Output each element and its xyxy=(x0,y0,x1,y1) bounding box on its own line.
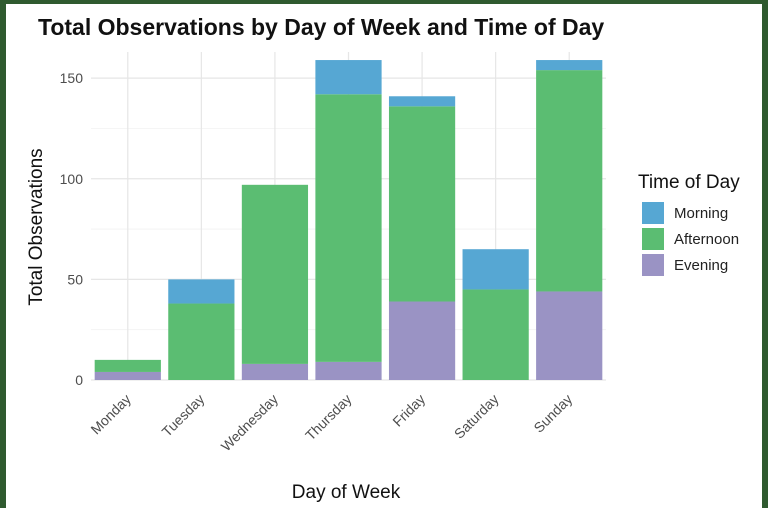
legend-swatch-afternoon xyxy=(642,228,664,250)
bar-friday-afternoon xyxy=(388,106,456,302)
bar-monday-afternoon xyxy=(94,359,161,372)
x-axis-title: Day of Week xyxy=(292,482,401,503)
x-tick-label-tuesday: Tuesday xyxy=(159,391,208,440)
y-tick-label: 100 xyxy=(60,171,84,187)
y-tick-label: 150 xyxy=(60,70,84,86)
bar-saturday-morning xyxy=(462,249,529,290)
y-tick-label: 0 xyxy=(75,372,83,388)
bar-monday-evening xyxy=(94,371,161,380)
legend-swatch-evening xyxy=(642,254,664,276)
x-tick-labels: Monday Tuesday Wednesday Thursday Friday Satu… xyxy=(87,391,575,454)
legend: Morning Afternoon Evening xyxy=(642,202,739,276)
bar-friday-evening xyxy=(388,301,456,380)
bar-tuesday-afternoon xyxy=(168,303,235,380)
x-tick-label-sunday: Sunday xyxy=(530,391,575,436)
bar-sunday-evening xyxy=(536,291,603,380)
x-tick-label-saturday: Saturday xyxy=(451,391,502,442)
stacked-bar-chart: Total Observations by Day of Week and Ti… xyxy=(26,14,740,503)
bar-thursday-evening xyxy=(315,361,382,380)
bars xyxy=(94,60,603,380)
bar-wednesday-afternoon xyxy=(241,184,309,364)
legend-title: Time of Day xyxy=(638,172,740,193)
chart-frame: Total Observations by Day of Week and Ti… xyxy=(6,4,762,508)
bar-thursday-morning xyxy=(315,60,382,95)
y-axis-title: Total Observations xyxy=(26,148,47,305)
bar-tuesday-morning xyxy=(168,279,235,304)
bar-saturday-afternoon xyxy=(462,289,529,380)
x-tick-label-thursday: Thursday xyxy=(302,391,355,444)
chart-title: Total Observations by Day of Week and Ti… xyxy=(38,14,604,40)
bar-sunday-afternoon xyxy=(536,70,603,292)
y-tick-label: 50 xyxy=(67,271,83,287)
bar-friday-morning xyxy=(388,96,456,107)
x-tick-label-monday: Monday xyxy=(87,391,134,438)
legend-label-evening: Evening xyxy=(674,257,728,274)
bar-sunday-morning xyxy=(536,60,603,71)
legend-label-morning: Morning xyxy=(674,205,728,222)
y-tick-labels: 0 50 100 150 xyxy=(60,70,84,388)
x-tick-label-wednesday: Wednesday xyxy=(218,391,281,454)
bar-wednesday-evening xyxy=(241,363,309,380)
legend-label-afternoon: Afternoon xyxy=(674,231,739,248)
legend-swatch-morning xyxy=(642,202,664,224)
x-tick-label-friday: Friday xyxy=(389,391,428,430)
bar-thursday-afternoon xyxy=(315,94,382,362)
